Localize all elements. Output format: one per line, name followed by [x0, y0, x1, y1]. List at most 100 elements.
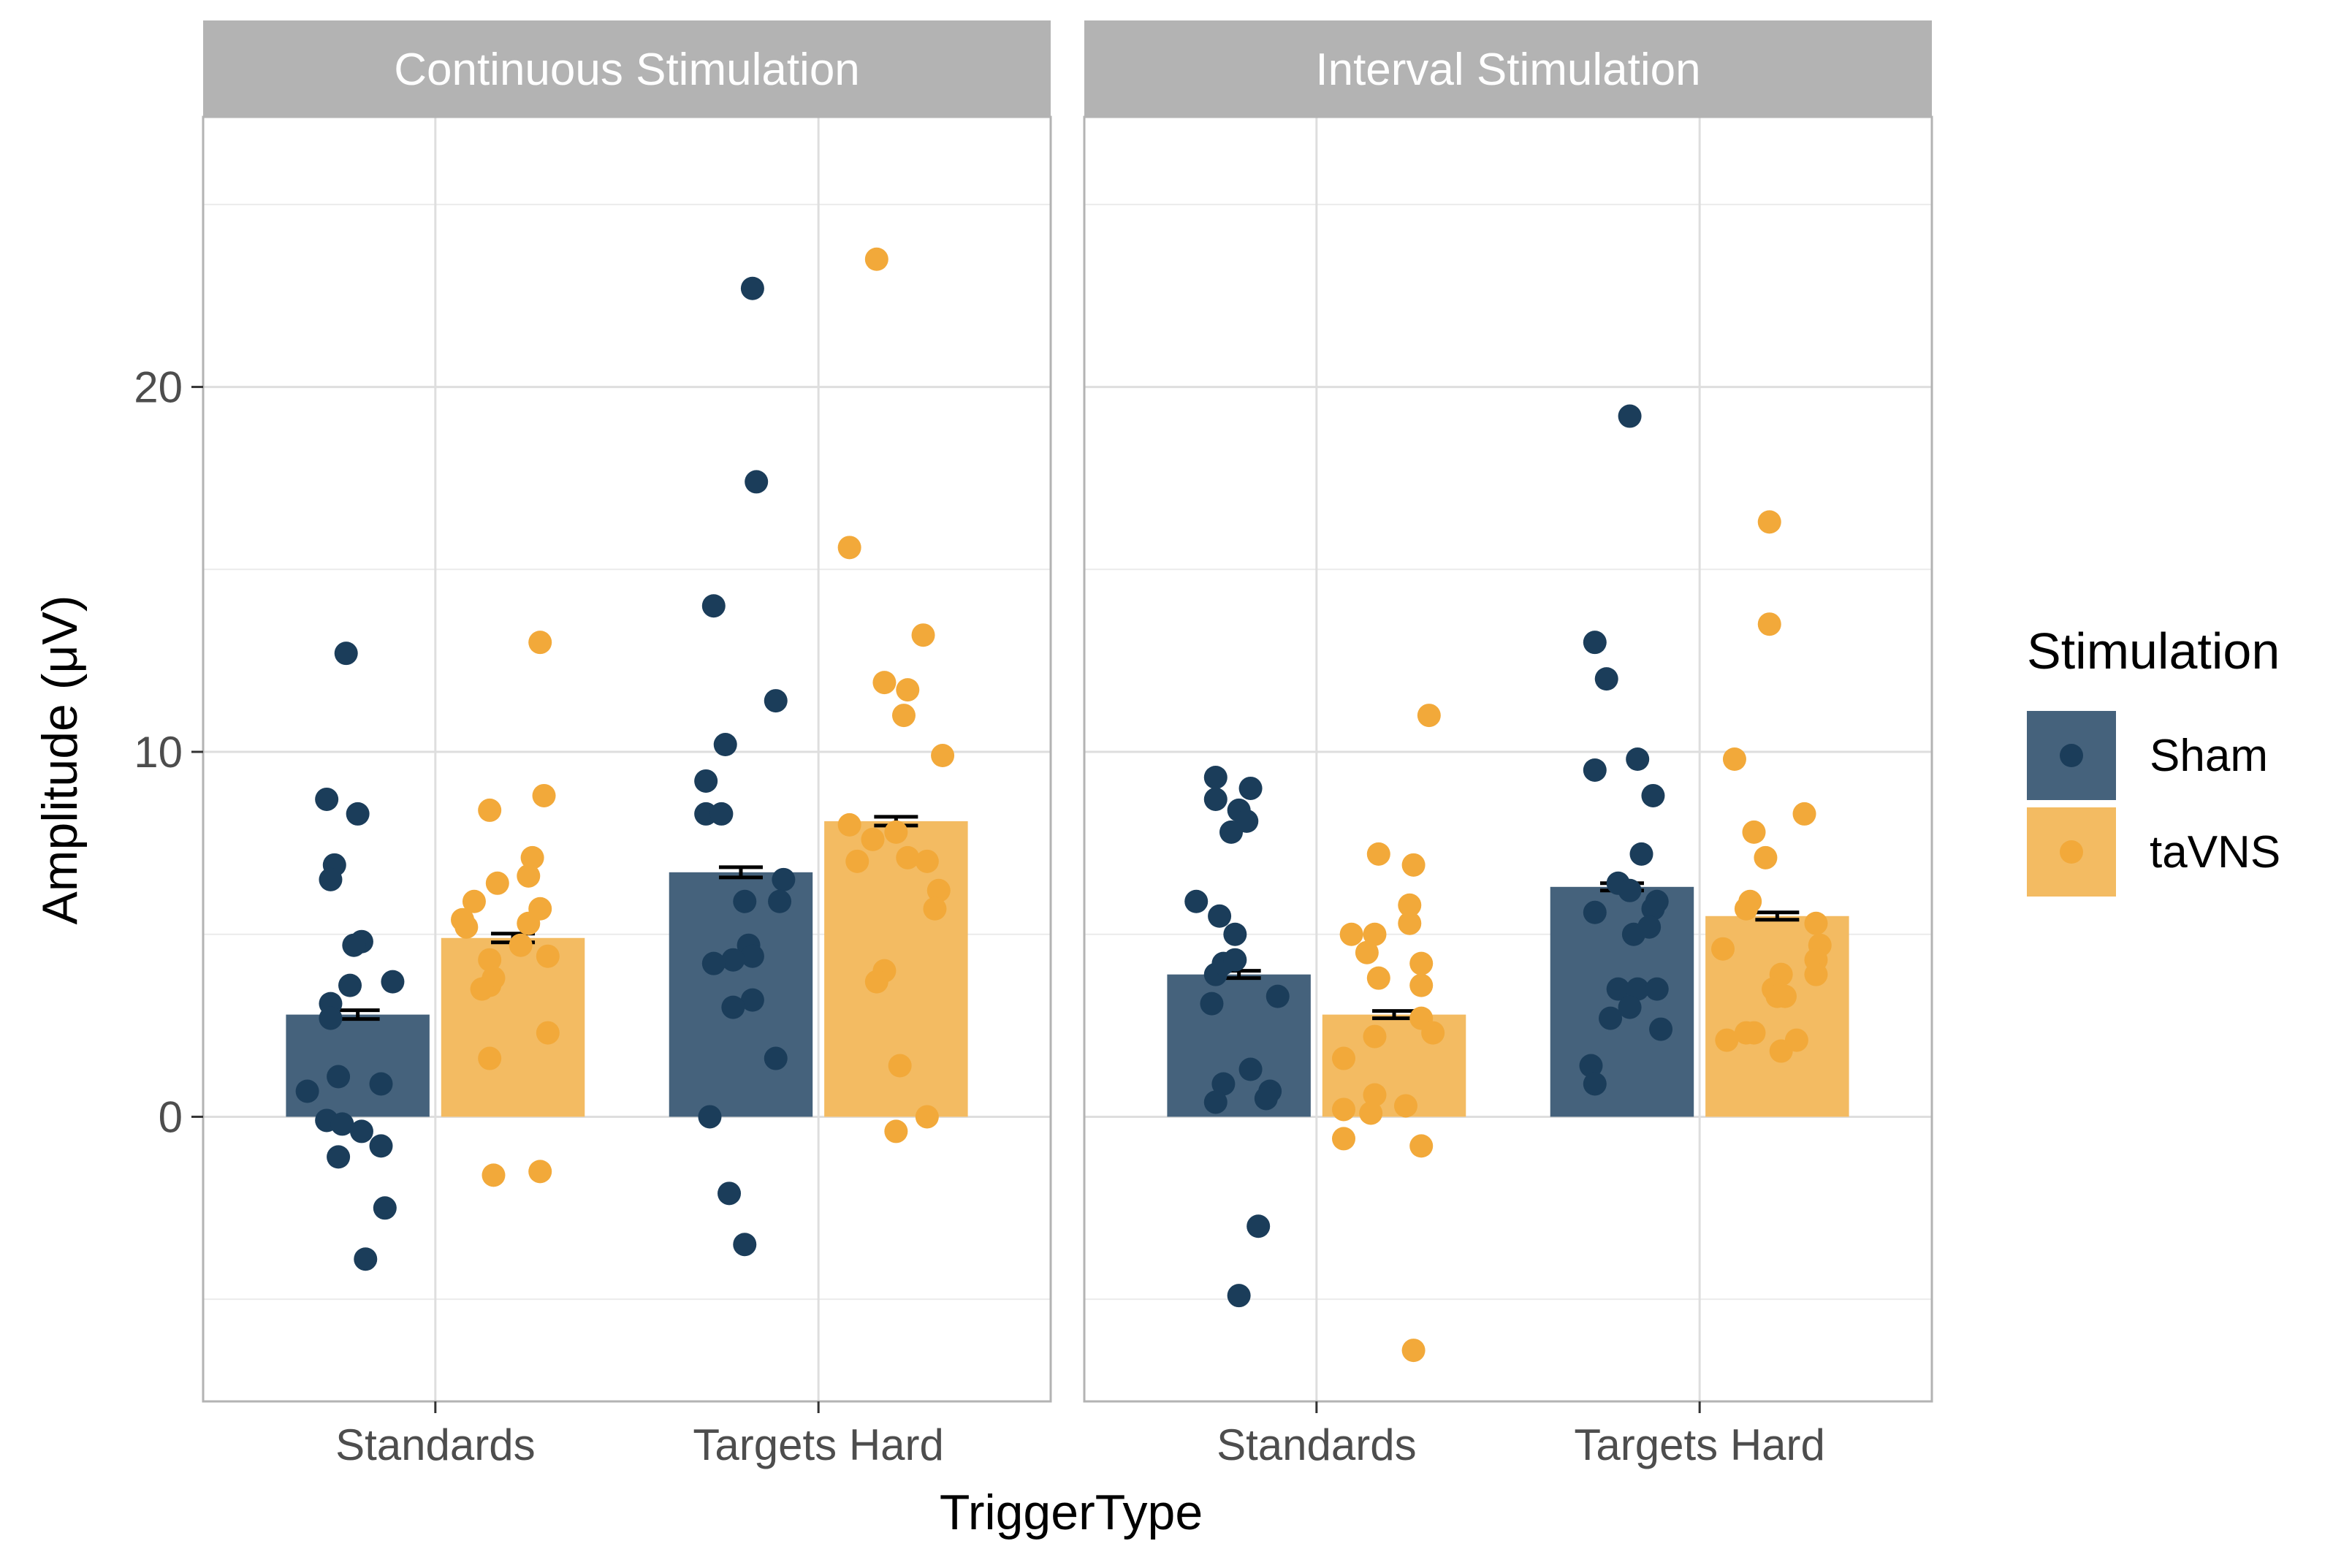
point-sham — [338, 973, 362, 997]
point-tavns — [915, 1105, 939, 1129]
point-sham — [369, 1072, 393, 1096]
point-tavns — [872, 671, 897, 695]
point-sham — [1247, 1214, 1271, 1238]
point-sham — [1223, 948, 1247, 972]
strip-title: Continuous Stimulation — [394, 45, 860, 95]
point-tavns — [509, 933, 533, 957]
legend-title: Stimulation — [2027, 623, 2280, 680]
point-sham — [1606, 977, 1630, 1001]
point-tavns — [1804, 962, 1828, 986]
point-sham — [721, 995, 745, 1019]
point-sham — [315, 787, 339, 811]
panel-background — [203, 117, 1051, 1401]
point-tavns — [517, 864, 541, 888]
point-sham — [1629, 842, 1653, 866]
point-tavns — [1332, 1097, 1356, 1122]
point-tavns — [485, 871, 509, 895]
point-sham — [1238, 776, 1263, 800]
panel-1: Interval Stimulation Standards Targets Har… — [1083, 20, 1933, 1469]
point-sham — [1583, 631, 1607, 655]
point-sham — [319, 1006, 343, 1030]
point-sham — [1641, 783, 1665, 807]
point-sham — [1184, 889, 1209, 913]
point-tavns — [891, 704, 916, 728]
point-sham — [1266, 984, 1290, 1008]
point-tavns — [478, 948, 502, 972]
point-tavns — [888, 1054, 912, 1078]
point-tavns — [478, 1046, 502, 1070]
strip-background — [1084, 20, 1932, 117]
point-sham — [1641, 897, 1665, 921]
legend-key-sham — [2027, 711, 2116, 800]
point-tavns — [837, 812, 861, 837]
point-sham — [768, 889, 792, 913]
point-sham — [740, 988, 764, 1012]
point-sham — [381, 970, 405, 994]
point-sham — [772, 867, 796, 891]
point-tavns — [1401, 1339, 1426, 1363]
point-tavns — [1332, 1127, 1356, 1151]
point-sham — [369, 1134, 393, 1158]
point-sham — [319, 867, 343, 891]
panels: Continuous Stimulation Standards Targets H… — [202, 20, 1933, 1469]
point-tavns — [1393, 1094, 1417, 1118]
point-tavns — [1711, 937, 1735, 961]
point-sham — [740, 276, 764, 300]
strip-title: Interval Stimulation — [1315, 45, 1700, 95]
point-sham — [1203, 765, 1228, 789]
point-sham — [698, 1105, 722, 1129]
point-sham — [733, 1233, 757, 1257]
point-sham — [718, 1181, 742, 1206]
point-sham — [1618, 995, 1642, 1019]
point-sham — [764, 689, 788, 713]
point-sham — [327, 1145, 351, 1169]
point-tavns — [1409, 951, 1434, 975]
point-tavns — [884, 820, 908, 844]
point-tavns — [1804, 911, 1828, 935]
point-tavns — [1359, 1101, 1383, 1125]
x-tick-label: Targets Hard — [1574, 1420, 1824, 1469]
y-axis: 0 10 20 — [134, 363, 203, 1141]
x-axis-title: TriggerType — [940, 1485, 1203, 1540]
point-tavns — [1401, 853, 1426, 877]
point-tavns — [1363, 1083, 1387, 1107]
y-tick-label: 10 — [134, 728, 183, 777]
point-tavns — [1363, 922, 1387, 946]
point-sham — [709, 802, 734, 826]
point-tavns — [911, 623, 935, 647]
point-sham — [745, 470, 769, 494]
point-sham — [373, 1196, 397, 1220]
point-tavns — [861, 827, 885, 851]
point-tavns — [1754, 845, 1778, 869]
point-sham — [740, 944, 764, 968]
point-sham — [764, 1046, 788, 1070]
point-tavns — [864, 970, 888, 994]
point-tavns — [462, 889, 486, 913]
point-sham — [1583, 758, 1607, 782]
point-sham — [694, 769, 718, 793]
point-sham — [733, 889, 757, 913]
point-tavns — [896, 845, 920, 869]
legend: Stimulation Sham taVNS — [2027, 623, 2280, 897]
panel-0: Continuous Stimulation Standards Targets H… — [202, 20, 1052, 1469]
point-tavns — [536, 1021, 560, 1045]
x-tick-label: Standards — [1217, 1420, 1417, 1469]
point-tavns — [536, 944, 560, 968]
point-tavns — [1355, 940, 1379, 964]
bar-sham-1 — [669, 872, 813, 1117]
point-sham — [1208, 904, 1232, 928]
point-sham — [1626, 747, 1650, 771]
point-tavns — [1757, 612, 1781, 636]
point-sham — [330, 1112, 354, 1136]
error-bar — [335, 1008, 380, 1021]
point-tavns — [923, 897, 947, 921]
legend-key-tavns — [2027, 807, 2116, 897]
point-tavns — [482, 1163, 506, 1187]
point-tavns — [1409, 1134, 1434, 1158]
point-sham — [1211, 1072, 1236, 1096]
y-tick-label: 20 — [134, 363, 183, 412]
error-bar — [1755, 910, 1800, 922]
point-sham — [1583, 1072, 1607, 1096]
point-sham — [327, 1065, 351, 1089]
